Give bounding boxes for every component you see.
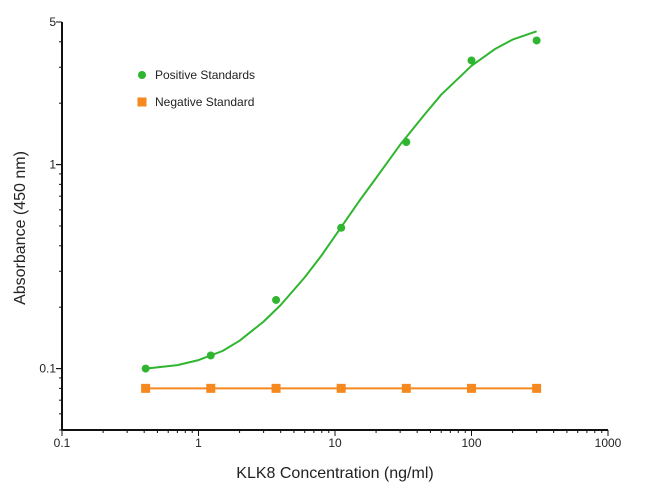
y-tick-label: 0.1 xyxy=(39,362,56,376)
data-point xyxy=(337,223,346,232)
legend-label: Negative Standard xyxy=(155,95,254,109)
series-positive-standards xyxy=(141,30,541,373)
data-point xyxy=(271,383,281,393)
data-point xyxy=(206,383,216,393)
y-tick-label: 5 xyxy=(49,15,56,29)
x-axis-label: KLK8 Concentration (ng/ml) xyxy=(236,465,433,482)
axes: 0.1 1 10 100 1000 0.1 1 5 xyxy=(39,15,621,450)
series-negative-standard xyxy=(141,383,542,393)
data-point xyxy=(467,56,476,65)
data-point xyxy=(532,36,541,45)
x-tick-label: 1000 xyxy=(595,436,622,450)
x-tick-label: 0.1 xyxy=(54,436,71,450)
legend-marker xyxy=(138,71,146,79)
data-point xyxy=(141,383,151,393)
data-point xyxy=(467,383,476,393)
data-point xyxy=(272,295,281,304)
data-point xyxy=(336,383,346,393)
y-axis-label: Absorbance (450 nm) xyxy=(12,151,29,305)
marks xyxy=(141,30,542,393)
x-tick-label: 100 xyxy=(461,436,481,450)
data-point xyxy=(401,383,411,393)
data-point xyxy=(141,364,150,373)
data-point xyxy=(402,138,411,147)
legend-label: Positive Standards xyxy=(155,68,255,82)
data-point xyxy=(206,351,215,360)
x-tick-label: 1 xyxy=(195,436,202,450)
legend: Positive Standards Negative Standard xyxy=(137,68,255,109)
x-tick-label: 10 xyxy=(328,436,342,450)
data-point xyxy=(532,383,542,393)
legend-marker xyxy=(137,97,147,107)
y-tick-label: 1 xyxy=(49,158,56,172)
